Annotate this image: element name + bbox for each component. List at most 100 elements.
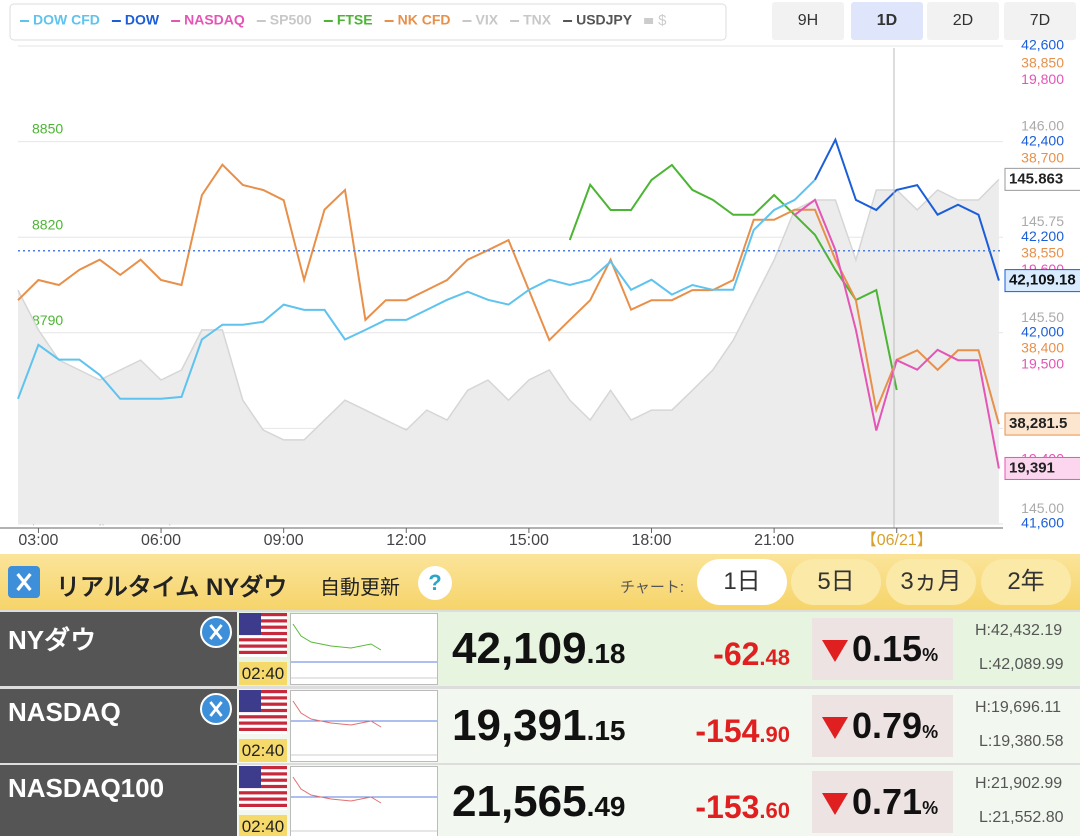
index-name: NASDAQ100 [8,773,165,803]
period-button[interactable]: 3ヵ月 [886,559,976,605]
thumbnail-chart [290,613,438,685]
range-label[interactable]: 1D [877,12,897,29]
y-tick-label: 145.75 [1021,213,1064,229]
quote-row: NASDAQ100 02:40 21,565.49 -153.60 0.71% H:21,… [0,765,1080,836]
down-arrow [822,640,848,662]
name-cell [0,612,237,686]
price: 42,109.18 [452,624,626,674]
price-tag-label: 145.863 [1009,170,1063,187]
price-integer: 19,391 [452,700,587,750]
day-low: L:42,089.99 [979,656,1064,673]
change-integer: -62 [713,636,760,672]
day-low: L:21,552.80 [979,809,1064,826]
range-button[interactable] [772,2,844,40]
legend-item[interactable]: FTSE [337,12,373,28]
down-triangle [822,640,848,662]
line [17,179,816,400]
update-time: 02:40 [239,662,287,685]
period-button[interactable]: 2年 [981,559,1071,605]
period-button[interactable]: 1日 [697,559,787,605]
legend-item[interactable]: NK CFD [398,12,451,28]
legend-item[interactable]: USDJPY [576,12,633,28]
day-high: H:19,696.11 [975,698,1061,716]
price: 21,565.49 [452,777,626,827]
name-cell [0,765,237,836]
price-integer: 21,565 [452,777,587,826]
day-low: L:19,380.58 [979,732,1064,750]
change-integer: -153 [695,789,760,825]
x-tick-label: 03:00 [18,532,58,549]
update-time: 02:40 [239,815,287,836]
price-tag [1004,412,1080,436]
change: -154.90 [695,713,790,750]
y-tick-label: 42,600 [1021,37,1064,53]
help-button[interactable]: ? [418,566,452,600]
price-tag [1004,167,1080,191]
price-decimal: .15 [586,714,626,746]
legend-item[interactable]: NASDAQ [184,12,245,28]
legend-item[interactable]: VIX [476,12,499,28]
x-logo [209,700,223,717]
range-label[interactable]: 9H [798,12,818,29]
panel-header: リアルタイム NYダウ 自動更新? チャート: 1日 5日 3ヵ月 2年 [0,554,1080,610]
y-tick-label: 145.00 [1021,500,1064,516]
legend-swatch [644,18,654,24]
x-share-button[interactable] [8,566,40,598]
y-tick-label: 38,850 [1021,55,1064,71]
index-name: NASDAQ [8,696,121,727]
y-tick-label: 19,800 [1021,71,1064,87]
range-button[interactable] [1004,2,1076,40]
y-tick-label: 38,700 [1021,150,1064,166]
currency-toggle[interactable]: $ [658,12,667,29]
thumbnail-chart [290,766,438,836]
change-integer: -154 [695,712,760,749]
y-tick-label: 42,200 [1021,228,1064,244]
day-high: H:42,432.19 [975,622,1063,639]
y-tick-label: 42,000 [1021,324,1064,340]
area [18,179,999,524]
chart: DOW CFD DOW NASDAQ SP500 FTSE NK CFD VIX TNX USD… [0,2,1080,549]
thumbnail-plot [291,700,437,755]
down-triangle [822,716,848,739]
legend-item[interactable]: DOW [125,12,160,28]
y-tick-label: 145.50 [1021,309,1064,325]
percent-unit: % [922,721,939,742]
flag-icon [239,766,287,807]
auto-update: 自動更新 [320,577,400,599]
legend-item[interactable]: DOW CFD [33,12,100,28]
range-button[interactable] [851,2,923,40]
price-integer: 42,109 [452,624,587,673]
x-logo [209,624,223,640]
period-button[interactable]: 5日 [791,559,881,605]
percent-box: 0.79% [812,694,953,757]
y-tick-label: 19,500 [1021,356,1064,372]
price-tag [1004,456,1080,480]
percent-unit: % [922,645,939,665]
y-tick-label: 41,600 [1021,515,1064,531]
percent-value: 0.79 [852,704,923,746]
range-label[interactable]: 2D [953,12,973,29]
us-flag [239,766,287,810]
price-decimal: .18 [586,638,626,669]
legend-box [9,3,727,41]
range-button[interactable] [927,2,999,40]
range-label[interactable]: 7D [1030,12,1050,29]
price-tag-label: 38,281.5 [1009,415,1067,432]
quote-row: NASDAQ 02:40 19,391.15 -154.90 0.79% H:19,696… [0,688,1080,763]
x-share-button[interactable] [200,616,232,648]
percent-box: 0.71% [812,771,953,833]
change-decimal: .60 [759,798,790,823]
change-decimal: .90 [759,721,790,747]
legend-item[interactable]: TNX [523,12,552,28]
line [17,178,1000,441]
x-share-button[interactable] [200,692,232,725]
flag-icon [239,613,287,654]
x-tick-label: 12:00 [386,532,426,549]
thumbnail-plot [291,776,437,832]
us-flag [239,689,287,734]
x-tick-label: 09:00 [264,532,304,549]
legend-item[interactable]: SP500 [270,12,312,28]
quote-row: NYダウ 02:40 42,109.18 -62.48 0.15% H:42,432.19… [0,612,1080,686]
percent-box: 0.15% [812,618,953,680]
